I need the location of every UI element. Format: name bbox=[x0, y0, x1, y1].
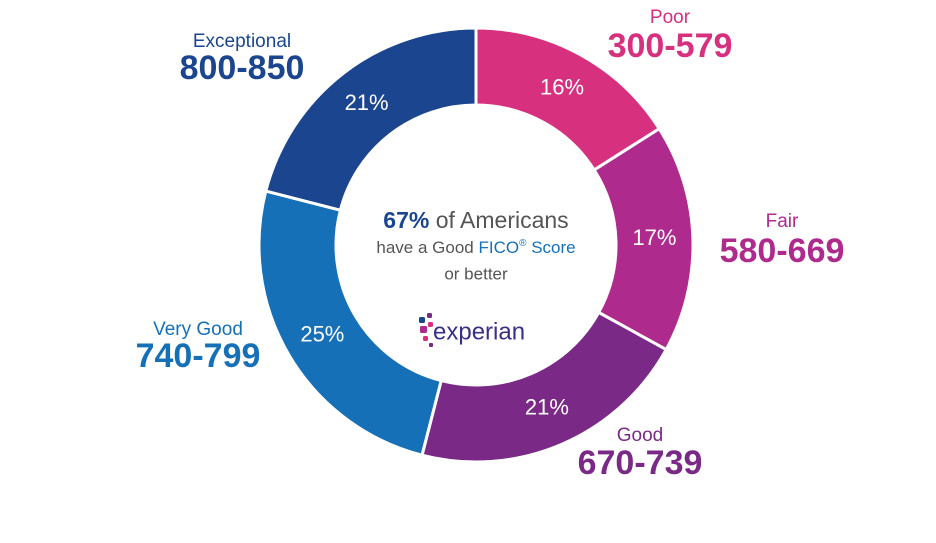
segment bbox=[257, 189, 444, 458]
registered: ® bbox=[519, 238, 527, 249]
category-name: Exceptional bbox=[193, 31, 291, 52]
category-name: Very Good bbox=[153, 319, 243, 340]
category-range: 580-669 bbox=[720, 232, 845, 270]
logo-text: experian bbox=[433, 318, 525, 345]
segment bbox=[420, 310, 669, 464]
value-label: 25% bbox=[300, 322, 344, 347]
category-range: 800-850 bbox=[180, 49, 305, 87]
center-line-2: have a Good FICO® Score bbox=[376, 232, 575, 257]
category-name: Poor bbox=[650, 7, 691, 28]
value-label: 21% bbox=[345, 90, 389, 115]
category-range: 740-799 bbox=[136, 337, 261, 375]
value-label: 21% bbox=[525, 395, 569, 420]
center-line-1: 67% of Americans bbox=[383, 207, 568, 233]
category-range: 300-579 bbox=[608, 27, 733, 65]
segment bbox=[263, 26, 478, 213]
segments bbox=[257, 26, 695, 464]
brand: FICO bbox=[478, 238, 519, 257]
value-label: 16% bbox=[540, 74, 584, 99]
category-range: 670-739 bbox=[578, 444, 703, 482]
logo-icon bbox=[419, 313, 433, 347]
category-name: Fair bbox=[766, 211, 799, 232]
value-label: 17% bbox=[632, 225, 676, 250]
category-name: Good bbox=[617, 425, 663, 446]
center-highlight: 67% bbox=[383, 207, 429, 233]
center-text: of Americans bbox=[436, 207, 569, 233]
brand: Score bbox=[531, 238, 575, 257]
center-line-3: or better bbox=[444, 264, 508, 283]
center-text: have a Good bbox=[376, 238, 473, 257]
